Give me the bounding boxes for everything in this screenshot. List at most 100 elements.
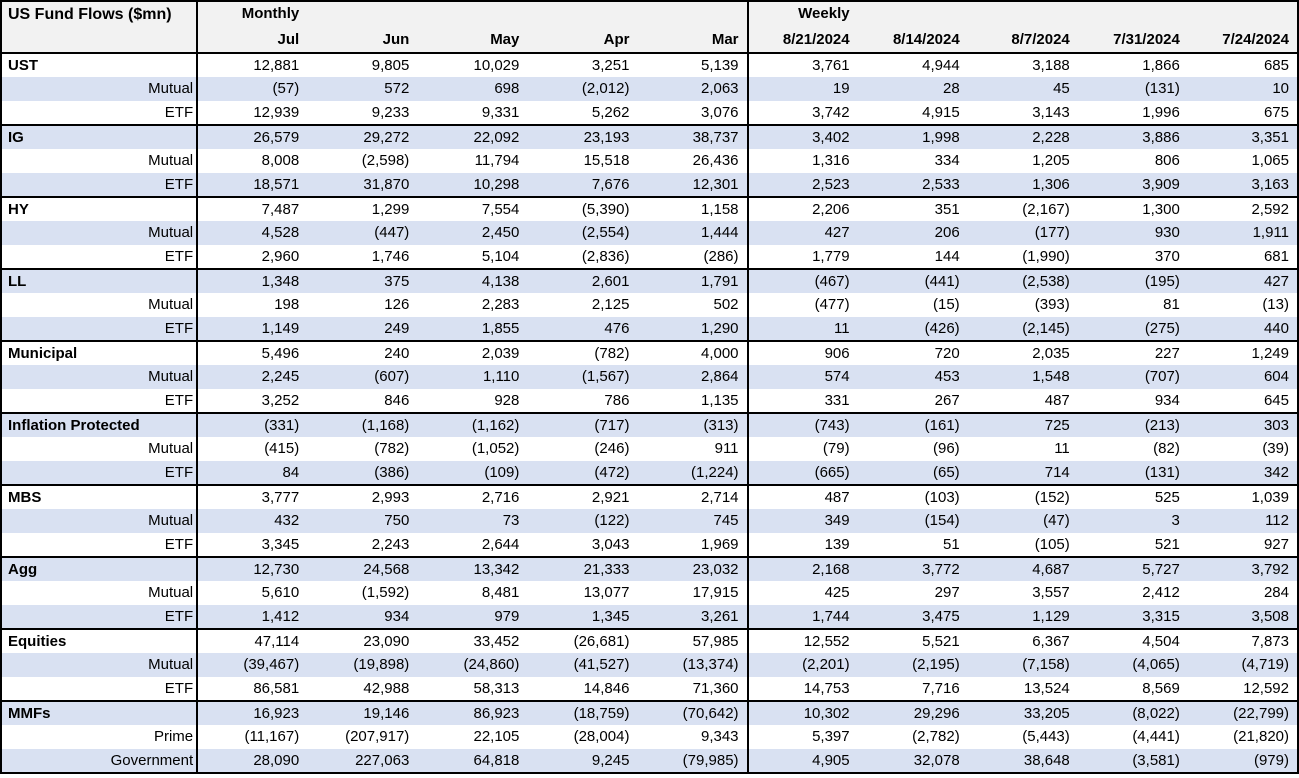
value-cell: 8,008 bbox=[261, 152, 300, 169]
header-spacer bbox=[527, 1, 638, 28]
value-cell: (717) bbox=[527, 412, 638, 437]
value-cell: (177) bbox=[967, 221, 1078, 245]
value-cell: 32,078 bbox=[857, 749, 968, 773]
value-cell: (24,860) bbox=[417, 653, 528, 677]
value-cell: 45 bbox=[967, 77, 1078, 101]
value-cell: 206 bbox=[857, 221, 968, 245]
value-cell: 2,644 bbox=[481, 535, 520, 553]
sub-row: ETF 86,581 42,988 58,313 14,846 71,360 14,753 7… bbox=[1, 677, 1298, 701]
value-cell: 2,716 bbox=[417, 484, 528, 509]
value-cell: (4,441) bbox=[1132, 728, 1180, 745]
value-cell: 3,188 bbox=[1032, 56, 1070, 74]
sub-row: ETF 12,939 9,233 9,331 5,262 3,076 3,742 4,915 3… bbox=[1, 101, 1298, 125]
value-cell: 227,063 bbox=[307, 749, 418, 773]
value-cell: (15) bbox=[933, 296, 960, 313]
value-cell: (3,581) bbox=[1077, 749, 1188, 773]
value-cell: 432 bbox=[197, 509, 308, 533]
value-cell: 51 bbox=[943, 535, 960, 553]
sub-row: Mutual 2,245 (607) 1,110 (1,567) 2,864 574 453 1… bbox=[1, 365, 1298, 389]
value-cell: 3,772 bbox=[857, 556, 968, 581]
value-cell: 1,149 bbox=[197, 317, 308, 341]
value-cell: 5,139 bbox=[637, 53, 749, 77]
value-cell: 9,343 bbox=[637, 725, 749, 749]
header-spacer bbox=[967, 1, 1078, 28]
value-cell: (65) bbox=[857, 461, 968, 485]
row-label: ETF bbox=[1, 605, 199, 629]
value-cell: 19 bbox=[747, 77, 858, 101]
value-cell: (2,012) bbox=[527, 77, 638, 101]
row-label: Mutual bbox=[1, 509, 199, 533]
row-label: Mutual bbox=[1, 581, 199, 605]
value-cell: 12,730 bbox=[197, 556, 308, 581]
value-cell: 2,245 bbox=[197, 365, 308, 389]
value-cell: (7,158) bbox=[967, 653, 1078, 677]
header-spacer bbox=[1187, 1, 1298, 28]
value-cell: 23,193 bbox=[527, 124, 638, 149]
value-cell: 725 bbox=[967, 412, 1078, 437]
value-cell: 1,969 bbox=[637, 533, 749, 557]
value-cell: 198 bbox=[274, 296, 300, 313]
value-cell: 33,452 bbox=[417, 628, 528, 653]
value-cell: (79,985) bbox=[637, 749, 749, 773]
value-cell: 3,777 bbox=[197, 484, 308, 509]
value-cell: (4,719) bbox=[1187, 653, 1298, 677]
value-cell: 58,313 bbox=[473, 679, 520, 697]
value-cell: (782) bbox=[374, 440, 410, 457]
value-cell: 525 bbox=[1077, 484, 1188, 509]
value-cell: 2,714 bbox=[637, 484, 749, 509]
value-cell: 71,360 bbox=[637, 677, 749, 701]
value-cell: (4,065) bbox=[1077, 653, 1188, 677]
value-cell: 574 bbox=[747, 365, 858, 389]
value-cell: 10,298 bbox=[417, 173, 528, 197]
weekly-section-label: Weekly bbox=[747, 1, 858, 28]
value-cell: 487 bbox=[1044, 391, 1070, 409]
value-cell: 28 bbox=[857, 77, 968, 101]
value-cell: (19,898) bbox=[307, 653, 418, 677]
section-header-row: US Fund Flows ($mn) Monthly Weekly bbox=[1, 1, 1298, 53]
value-cell: (2,201) bbox=[747, 653, 858, 677]
value-cell: 487 bbox=[747, 484, 858, 509]
sub-row: Mutual 8,008 (2,598) 11,794 15,518 26,436 1,31… bbox=[1, 149, 1298, 173]
value-cell: 19,146 bbox=[307, 700, 418, 725]
value-cell: 675 bbox=[1263, 103, 1289, 121]
value-cell: 1,299 bbox=[307, 196, 418, 221]
sub-row: ETF 2,960 1,746 5,104 (2,836) (286) 1,779 144 (1… bbox=[1, 245, 1298, 269]
value-cell: (782) bbox=[527, 340, 638, 365]
sub-row: Mutual 432 750 73 (122) 745 349 (154) (47) 3 112 bbox=[1, 509, 1298, 533]
value-cell: 23,090 bbox=[307, 628, 418, 653]
value-cell: 8,569 bbox=[1142, 679, 1180, 697]
value-cell: 31,870 bbox=[307, 173, 418, 197]
category-label: Inflation Protected bbox=[1, 412, 199, 437]
value-cell: 47,114 bbox=[197, 628, 308, 653]
value-cell: (161) bbox=[857, 412, 968, 437]
value-cell: 349 bbox=[747, 509, 858, 533]
value-cell: 2,592 bbox=[1187, 196, 1298, 221]
value-cell: 1,444 bbox=[637, 221, 749, 245]
value-cell: (707) bbox=[1077, 365, 1188, 389]
value-cell: 24,568 bbox=[307, 556, 418, 581]
value-cell: 4,944 bbox=[922, 56, 960, 74]
value-cell: 13,077 bbox=[583, 584, 630, 601]
value-cell: 5,397 bbox=[812, 728, 850, 745]
value-cell: 476 bbox=[527, 317, 638, 341]
value-cell: (393) bbox=[1034, 296, 1070, 313]
value-cell: 10,302 bbox=[747, 700, 858, 725]
value-cell: (1,224) bbox=[637, 461, 749, 485]
value-cell: (743) bbox=[747, 412, 858, 437]
value-cell: 3,076 bbox=[637, 101, 749, 125]
value-cell: (2,598) bbox=[361, 152, 410, 169]
value-cell: (2,836) bbox=[581, 247, 630, 265]
value-cell: 3,251 bbox=[591, 56, 630, 74]
value-cell: 3,475 bbox=[857, 605, 968, 629]
row-label: Mutual bbox=[1, 437, 199, 461]
category-label: IG bbox=[1, 124, 199, 149]
value-cell: 1,300 bbox=[1077, 196, 1188, 221]
sub-row: Mutual (39,467) (19,898) (24,860) (41,527) (1… bbox=[1, 653, 1298, 677]
value-cell: 1,129 bbox=[967, 605, 1078, 629]
value-cell: 240 bbox=[307, 340, 418, 365]
column-header-week: 8/7/2024 bbox=[967, 28, 1078, 53]
value-cell: (96) bbox=[933, 440, 960, 457]
sub-row: Mutual (57) 572 698 (2,012) 2,063 19 28 45 (131) 1… bbox=[1, 77, 1298, 101]
category-row: Equities 47,114 23,090 33,452 (26,681) 57,985… bbox=[1, 628, 1298, 653]
value-cell: 1,911 bbox=[1187, 221, 1298, 245]
